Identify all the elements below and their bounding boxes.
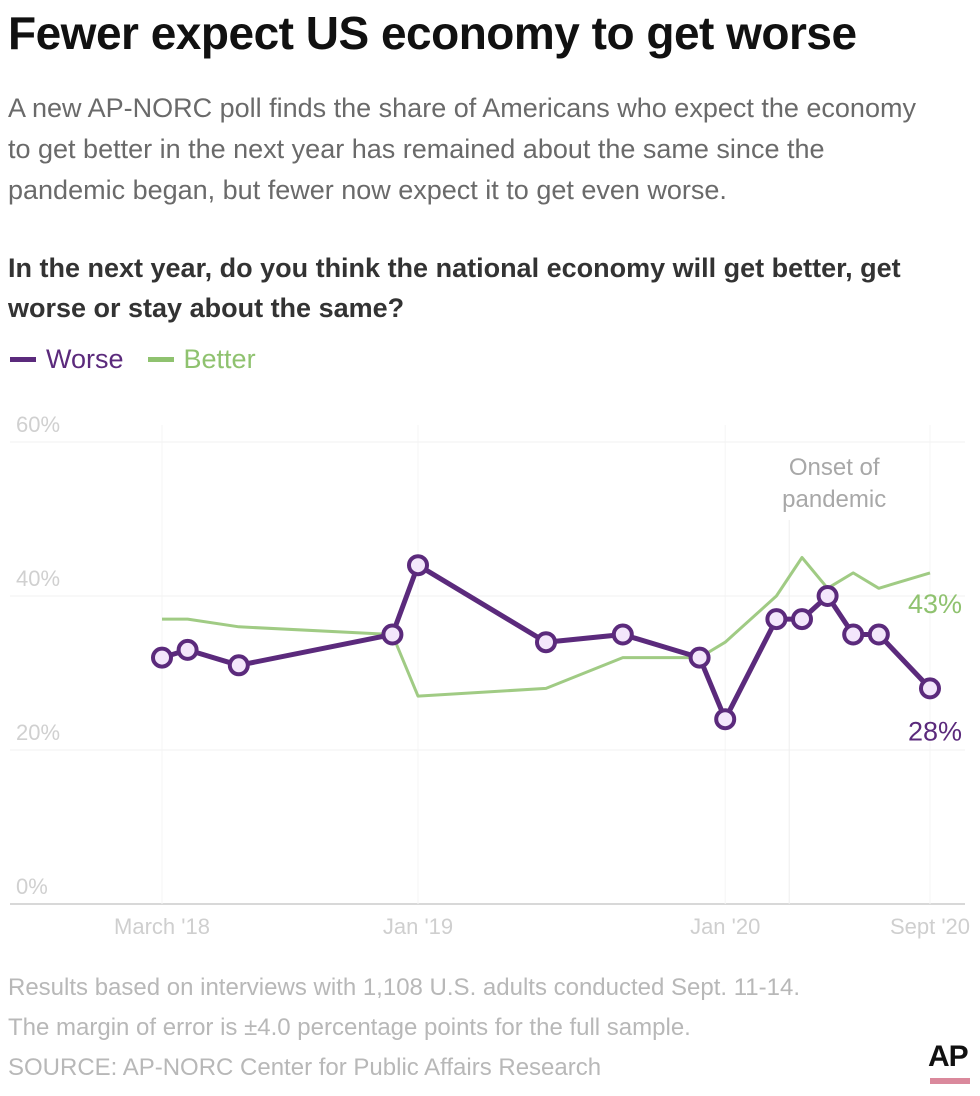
onset-label: pandemic (782, 486, 886, 513)
pandemic-onset-annotation: Onset of pandemic (782, 454, 886, 904)
data-point-marker (611, 623, 634, 646)
legend-item-better: Better (147, 344, 256, 375)
data-point-marker (227, 654, 250, 677)
data-point-marker (867, 623, 890, 646)
x-tick-label: Jan '19 (383, 914, 453, 939)
legend: Worse Better (10, 344, 280, 375)
y-tick-label: 60% (16, 412, 60, 437)
ap-logo: AP (928, 1040, 976, 1090)
data-point-marker (407, 554, 429, 577)
data-point-marker (842, 623, 865, 646)
data-point-marker (714, 708, 737, 731)
end-value-labels: 43% 28% (908, 589, 962, 747)
data-point-marker (381, 623, 404, 646)
legend-swatch-worse (10, 357, 36, 362)
data-point-marker (151, 646, 173, 669)
footnote-margin: The margin of error is ±4.0 percentage p… (8, 1014, 691, 1041)
y-tick-label: 0% (16, 874, 48, 899)
y-tick-label: 20% (16, 720, 60, 745)
data-point-marker (688, 646, 711, 669)
ap-logo-text: AP (928, 1040, 969, 1073)
legend-label-worse: Worse (46, 344, 124, 374)
footnote-sample: Results based on interviews with 1,108 U… (8, 974, 801, 1001)
legend-label-better: Better (183, 344, 256, 374)
onset-label: Onset of (789, 454, 880, 481)
better-end-label: 43% (908, 589, 962, 619)
y-tick-label: 40% (16, 566, 60, 591)
data-point-marker (535, 631, 557, 654)
x-tick-label: Jan '20 (690, 914, 760, 939)
better-line (162, 556, 931, 698)
x-tick-label: March '18 (114, 914, 210, 939)
line-chart: 0% 20% 40% 60% March '18 Jan '19 Jan '20 Sept … (10, 412, 970, 939)
legend-item-worse: Worse (10, 344, 124, 375)
ap-logo-bar (930, 1078, 970, 1084)
footnote: Results based on interviews with 1,108 U… (8, 968, 908, 1088)
chart-title: Fewer expect US economy to get worse (8, 7, 857, 59)
legend-swatch-better (147, 357, 174, 362)
footnote-source: SOURCE: AP-NORC Center for Public Affair… (8, 1054, 602, 1081)
x-tick-label: Sept '20 (890, 914, 970, 939)
worse-end-label: 28% (908, 716, 962, 746)
data-point-marker (765, 608, 788, 631)
data-point-marker (919, 677, 941, 700)
y-axis-labels: 0% 20% 40% 60% (16, 412, 60, 899)
data-point-marker (816, 585, 839, 607)
survey-question: In the next year, do you think the natio… (8, 253, 901, 323)
series-lines (151, 554, 941, 731)
chart-subtitle: A new AP-NORC poll finds the share of Am… (8, 93, 916, 205)
x-axis-labels: March '18 Jan '19 Jan '20 Sept '20 (114, 914, 970, 939)
data-point-marker (176, 638, 199, 661)
data-point-marker (791, 608, 813, 631)
